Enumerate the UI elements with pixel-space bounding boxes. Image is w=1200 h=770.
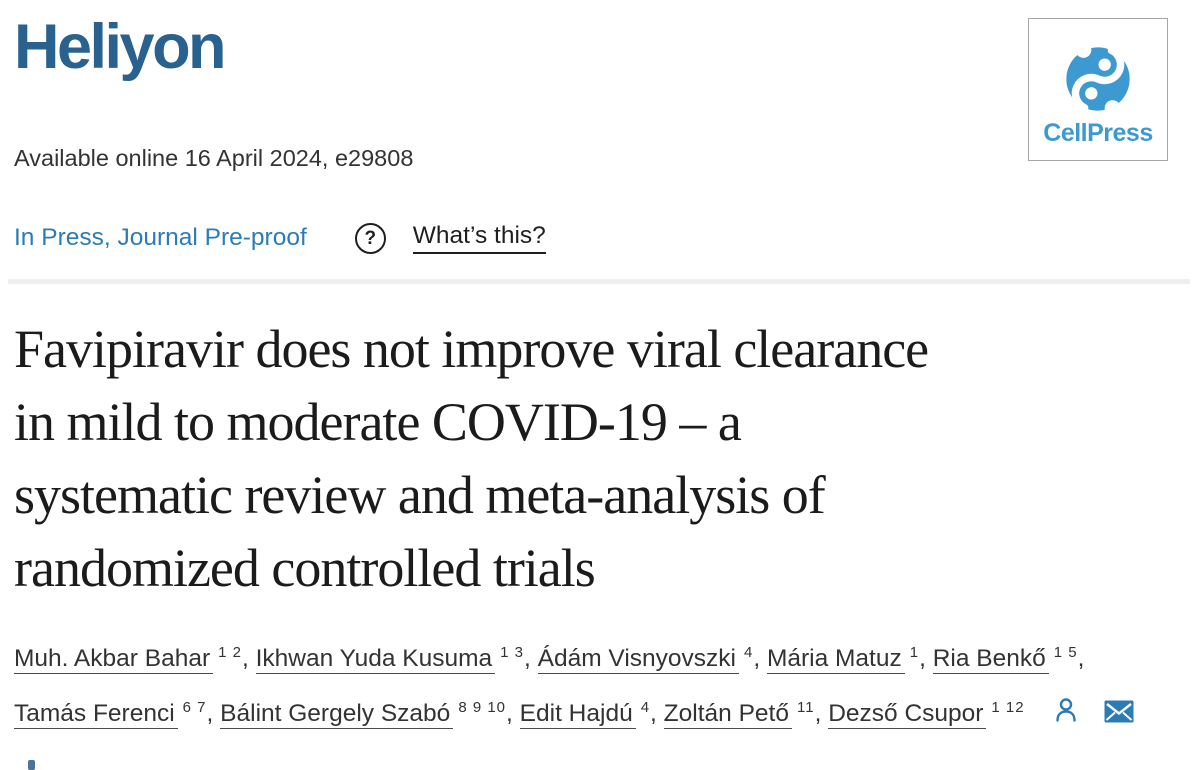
author-link[interactable]: Zoltán Pető — [663, 700, 792, 730]
author-link[interactable]: Edit Hajdú — [519, 700, 636, 730]
whats-this-link[interactable]: What’s this? — [412, 222, 546, 255]
article-title: Favipiravir does not improve viral clear… — [14, 313, 1170, 605]
author-separator: , — [919, 645, 933, 673]
author: Edit Hajdú 4, — [519, 698, 664, 730]
cellpress-logo-box[interactable]: CellPress — [1028, 18, 1168, 161]
heliyon-logo[interactable]: Heliyon — [14, 12, 227, 82]
cellpress-wordmark: CellPress — [1043, 119, 1153, 147]
available-online-text: Available online 16 April 2024, e29808 — [14, 145, 414, 171]
author: Ikhwan Yuda Kusuma 1 3, — [255, 643, 538, 675]
title-line: randomized controlled trials — [14, 538, 596, 599]
question-glyph: ? — [364, 227, 377, 249]
author-separator: , — [206, 700, 221, 728]
author-affiliations: 1 12 — [991, 698, 1025, 716]
in-press-link[interactable]: In Press, Journal Pre-proof — [14, 224, 307, 252]
author-link[interactable]: Mária Matuz — [766, 645, 905, 675]
author-link[interactable]: Muh. Akbar Bahar — [14, 645, 214, 675]
author-link[interactable]: Ádám Visnyovszki — [537, 645, 739, 675]
author-affiliations: 1 2 — [218, 643, 242, 661]
author-action-icons — [1051, 686, 1135, 741]
author-link[interactable]: Tamás Ferenci — [14, 700, 178, 730]
title-line: in mild to moderate COVID-19 – a — [14, 392, 742, 453]
author: Zoltán Pető 11, — [663, 698, 829, 730]
envelope-icon[interactable] — [1103, 698, 1135, 725]
author-line-1: Muh. Akbar Bahar 1 2, Ikhwan Yuda Kusuma 1… — [14, 631, 1170, 686]
author-affiliations: 6 7 — [182, 698, 207, 716]
author-link[interactable]: Dezső Csupor — [828, 700, 987, 730]
author-affiliations: 1 3 — [500, 643, 524, 661]
author-separator: , — [506, 700, 520, 728]
author: Ádám Visnyovszki 4, — [537, 643, 767, 675]
author-affiliations: 8 9 10 — [458, 698, 507, 716]
author-separator: , — [524, 645, 538, 673]
author-link[interactable]: Bálint Gergely Szabó — [220, 700, 454, 730]
author: Bálint Gergely Szabó 8 9 10, — [220, 698, 520, 730]
author-affiliations: 11 — [796, 698, 815, 716]
author: Dezső Csupor 1 12 — [828, 698, 1025, 730]
author-affiliations: 1 — [909, 643, 920, 661]
status-row: In Press, Journal Pre-proof ? What’s thi… — [14, 222, 1170, 255]
title-line: systematic review and meta-analysis of — [14, 465, 826, 526]
person-icon[interactable] — [1051, 695, 1081, 725]
author-affiliations: 1 5 — [1053, 643, 1078, 661]
author-line-2: Tamás Ferenci 6 7, Bálint Gergely Szabó 8 … — [14, 686, 1170, 741]
author: Muh. Akbar Bahar 1 2, — [14, 643, 256, 675]
title-line: Favipiravir does not improve viral clear… — [14, 319, 929, 380]
author-link[interactable]: Ikhwan Yuda Kusuma — [255, 645, 496, 675]
author-separator: , — [753, 645, 767, 673]
article-header-page: Heliyon CellPress Available online 16 Ap… — [8, 12, 1190, 741]
author-link[interactable]: Ria Benkő — [932, 645, 1049, 675]
author-separator: , — [814, 700, 829, 728]
author-affiliations: 4 — [640, 698, 651, 716]
author: Ria Benkő 1 5, — [932, 643, 1085, 675]
author-list: Muh. Akbar Bahar 1 2, Ikhwan Yuda Kusuma 1… — [14, 631, 1170, 741]
divider — [8, 279, 1190, 285]
author: Tamás Ferenci 6 7, — [14, 698, 221, 730]
author-separator: , — [1077, 645, 1085, 673]
question-circle-icon[interactable]: ? — [354, 222, 386, 254]
author-separator: , — [241, 645, 256, 673]
partial-cutoff-icon[interactable] — [28, 760, 35, 770]
author: Mária Matuz 1, — [766, 643, 933, 675]
author-separator: , — [650, 700, 664, 728]
cellpress-logo-icon — [1066, 41, 1130, 117]
author-affiliations: 4 — [743, 643, 754, 661]
